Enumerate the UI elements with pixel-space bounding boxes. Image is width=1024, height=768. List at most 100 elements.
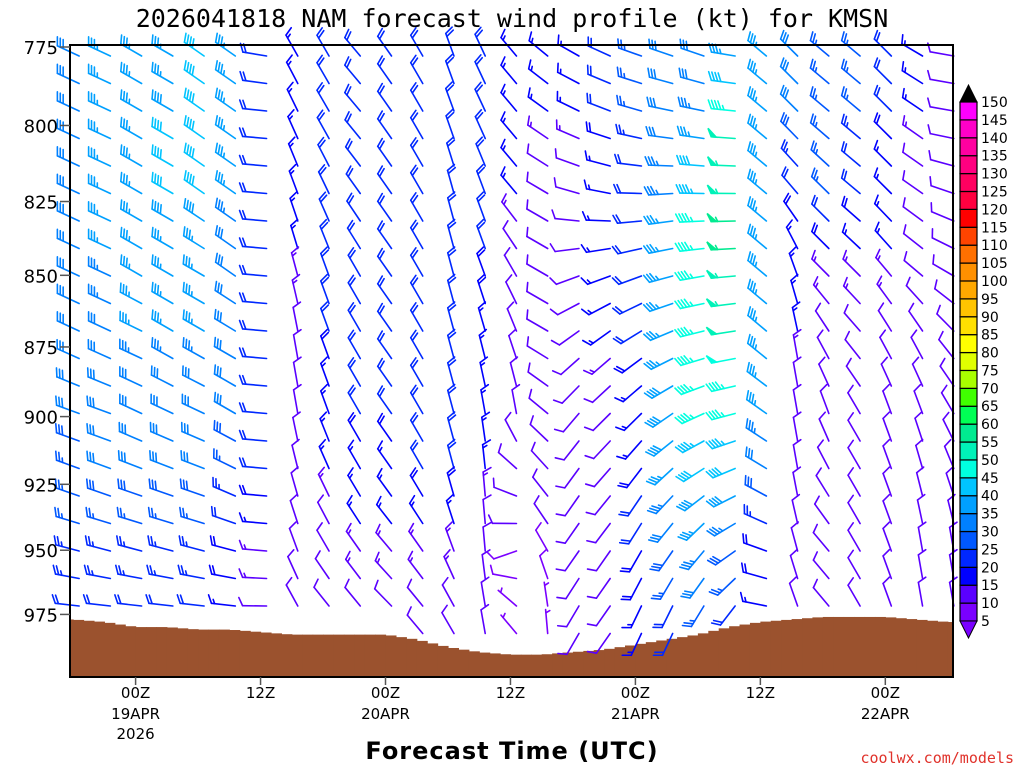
wind-barb [443,549,455,580]
barb-full [120,479,123,490]
barb-shaft [532,476,549,497]
barb-full [747,86,752,97]
barb-full [476,246,485,255]
credit-text[interactable]: coolwx.com/models [860,749,1014,767]
colorbar-label: 35 [981,507,999,523]
barb-full [156,64,160,76]
wind-barb [902,142,924,167]
barb-full [646,332,655,340]
wind-barb [320,301,330,332]
barb-full [619,570,631,573]
barb-full [882,493,891,502]
wind-barb [706,522,736,537]
barb-full [555,485,566,489]
barb-half [588,155,591,162]
barb-full [788,576,797,585]
wind-barb [747,31,768,57]
barb-full [241,292,247,303]
barb-full [446,438,456,447]
barb-full [648,330,658,339]
barb-full [216,393,219,404]
barb-full [290,246,300,254]
wind-barb [482,466,492,497]
barb-shaft [792,471,799,497]
wind-barb [934,279,955,305]
barb-full [680,595,691,599]
barb-full [902,224,907,235]
surface-step [562,652,574,677]
barb-full [409,329,417,339]
barb-full [739,591,744,603]
wind-barb [705,409,736,421]
barb-half [720,440,726,446]
barb-full [678,213,684,223]
wind-barb [446,218,457,250]
barb-full [902,142,906,154]
wind-barb [783,192,799,222]
barb-half [154,541,157,548]
barb-full [526,143,530,154]
barb-full [713,99,719,110]
wind-barb [238,539,268,552]
barb-half [409,557,414,563]
barb-full [409,412,417,422]
barb-full [645,302,654,312]
barb-full [711,71,716,82]
wind-barb [347,412,362,442]
barb-full [526,309,529,320]
barb-shaft [564,522,580,544]
barb-full [349,249,356,259]
wind-barb [318,191,330,222]
barb-shaft [526,290,549,305]
barb-full [188,201,192,213]
colorbar-swatch [959,137,978,157]
wind-barb [238,292,268,305]
colorbar-label: 30 [981,525,999,541]
x-tick-label: 00Z [871,684,900,702]
barb-shaft [813,503,830,525]
barb-full [751,393,755,405]
barb-full [474,54,482,63]
wind-barb [180,450,205,470]
wind-barb [346,192,362,222]
wind-barb [214,87,237,112]
barb-full [188,63,193,75]
barb-full [154,228,157,239]
wind-barb [119,310,143,332]
barb-full [320,221,329,230]
barb-full [752,35,757,46]
wind-barb [842,249,861,277]
barb-full [446,29,455,38]
wind-barb [612,302,643,315]
barb-half [530,37,534,44]
barb-half [184,570,188,577]
wind-barb [376,55,393,85]
colorbar: 5101520253035404550556065707580859095100… [959,83,1008,640]
wind-barb [346,494,362,525]
wind-barb [585,121,611,140]
barb-half [622,454,629,458]
barb-shaft [560,357,580,376]
barb-half [791,279,797,285]
barb-full [154,145,157,157]
y-tick-label: 900 [24,408,58,429]
barb-shaft [314,557,330,580]
surface-step [739,624,751,677]
barb-shaft [526,180,549,195]
wind-barb [739,591,768,607]
wind-barb [183,197,205,222]
barb-shaft [480,581,487,607]
y-tick-label: 825 [24,193,58,214]
wind-barb [747,141,768,167]
barb-full [219,339,222,351]
barb-full [717,72,722,83]
barb-shaft [882,417,893,442]
barb-full [747,476,750,487]
barb-full [932,254,935,265]
barb-half [655,246,660,253]
barb-full [916,493,926,501]
wind-barb [841,195,861,222]
barb-shaft [847,446,861,470]
barb-full [812,523,819,534]
barb-full [750,477,753,489]
